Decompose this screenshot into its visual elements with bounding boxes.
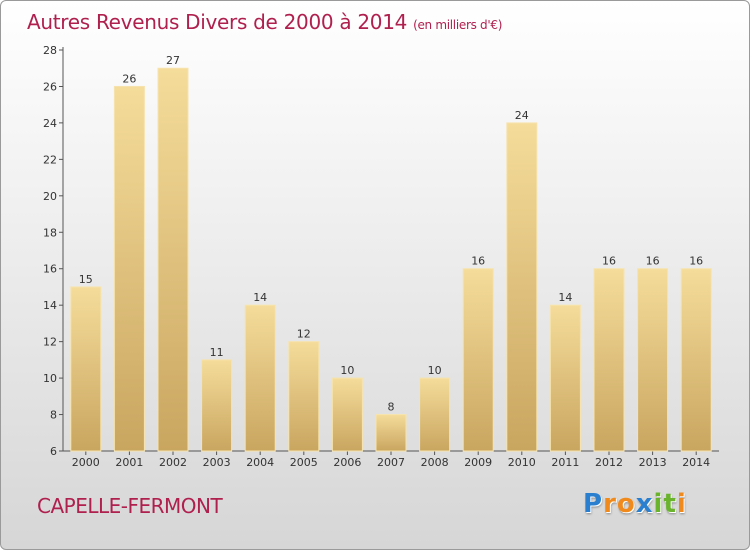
- data-label: 26: [122, 72, 136, 85]
- x-tick-label: 2003: [203, 456, 231, 469]
- bar: [549, 304, 581, 452]
- data-label: 16: [602, 255, 616, 268]
- bar: [288, 341, 320, 452]
- y-tick-label: 10: [43, 372, 57, 385]
- y-tick-label: 26: [43, 80, 57, 93]
- data-label: 16: [646, 255, 660, 268]
- logo-letter: P: [583, 489, 604, 519]
- logo-letter: o: [616, 489, 636, 519]
- data-label: 15: [79, 273, 93, 286]
- bar: [113, 85, 145, 452]
- y-tick-label: 12: [43, 336, 57, 349]
- x-tick-label: 2014: [682, 456, 710, 469]
- logo-letter: x: [635, 489, 654, 519]
- bar: [70, 286, 102, 452]
- chart-title: Autres Revenus Divers de 2000 à 2014 (en …: [27, 10, 502, 34]
- data-label: 14: [253, 291, 267, 304]
- data-label: 27: [166, 54, 180, 67]
- data-label: 24: [515, 109, 529, 122]
- x-tick-label: 2005: [290, 456, 318, 469]
- y-tick-label: 24: [43, 117, 57, 130]
- x-tick-label: 2010: [508, 456, 536, 469]
- bar: [637, 268, 669, 452]
- x-tick-label: 2009: [464, 456, 492, 469]
- data-label: 10: [340, 364, 354, 377]
- proxiti-logo: Proxiti: [583, 489, 687, 519]
- x-tick-label: 2002: [159, 456, 187, 469]
- logo-letter: i: [676, 489, 687, 519]
- y-tick-label: 6: [50, 445, 57, 458]
- chart-subtitle: (en milliers d'€): [413, 18, 503, 32]
- data-label: 8: [388, 401, 395, 414]
- bar: [375, 414, 407, 452]
- x-tick-label: 2004: [246, 456, 274, 469]
- x-tick-label: 2011: [551, 456, 579, 469]
- y-tick-label: 8: [50, 409, 57, 422]
- bar: [462, 268, 494, 452]
- x-tick-label: 2008: [421, 456, 449, 469]
- x-tick-label: 2006: [333, 456, 361, 469]
- bar: [593, 268, 625, 452]
- logo-letter: t: [663, 489, 677, 519]
- data-label: 11: [210, 346, 224, 359]
- data-label: 16: [471, 255, 485, 268]
- y-tick-label: 14: [43, 299, 57, 312]
- bar: [157, 67, 189, 452]
- bar: [201, 359, 233, 452]
- chart-labels: 15 2000 26 2001 27 2002 11 2003 14 2004 12 2005 10 20…: [72, 54, 710, 469]
- x-tick-label: 2000: [72, 456, 100, 469]
- data-label: 16: [689, 255, 703, 268]
- bar: [331, 377, 363, 452]
- bar: [680, 268, 712, 452]
- chart-bars: [70, 67, 712, 452]
- bar: [506, 122, 538, 452]
- chart-title-text: Autres Revenus Divers de 2000 à 2014: [27, 10, 408, 34]
- bar: [419, 377, 451, 452]
- data-label: 14: [558, 291, 572, 304]
- x-tick-label: 2001: [115, 456, 143, 469]
- y-tick-label: 16: [43, 263, 57, 276]
- logo-letter: r: [603, 489, 617, 519]
- y-tick-label: 18: [43, 226, 57, 239]
- data-label: 12: [297, 328, 311, 341]
- x-tick-label: 2013: [639, 456, 667, 469]
- logo-letter: i: [653, 489, 664, 519]
- data-label: 10: [428, 364, 442, 377]
- x-tick-label: 2012: [595, 456, 623, 469]
- y-tick-label: 20: [43, 190, 57, 203]
- y-tick-label: 28: [43, 44, 57, 57]
- y-tick-label: 22: [43, 153, 57, 166]
- commune-name: CAPELLE-FERMONT: [37, 494, 223, 518]
- bar: [244, 304, 276, 452]
- x-tick-label: 2007: [377, 456, 405, 469]
